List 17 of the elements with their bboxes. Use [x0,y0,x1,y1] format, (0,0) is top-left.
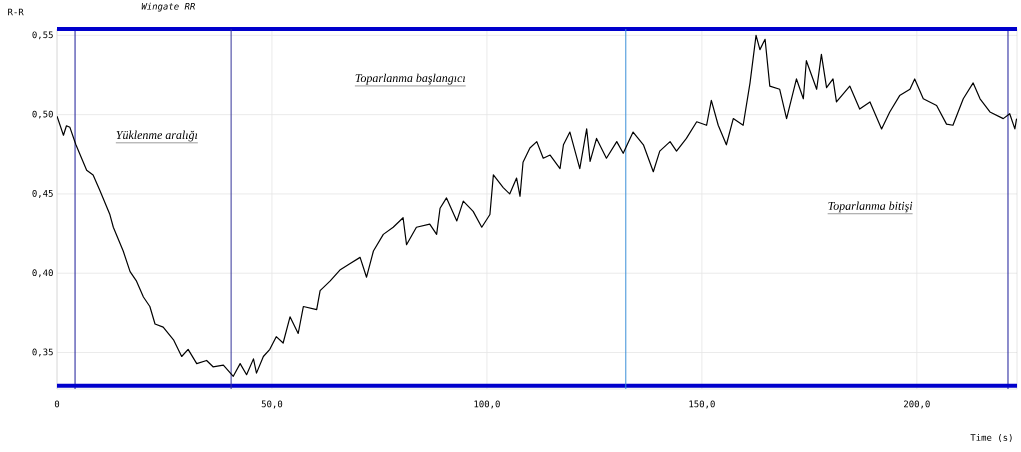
x-tick-label: 200,0 [904,400,930,409]
x-tick-label: 0 [54,400,60,408]
y-tick-label: 0,35 [32,348,53,357]
x-axis-title: Time (s) [970,434,1012,442]
x-tick-label: 50,0 [261,400,283,409]
y-tick-label: 0,50 [32,110,53,119]
y-tick-label: 0,40 [32,269,53,278]
y-tick-label: 0,55 [32,31,53,40]
line-series [57,34,1018,377]
y-axis-title: R-R [8,8,24,16]
x-tick-label: 150,0 [689,400,715,409]
x-tick-label: 100,0 [474,400,500,409]
annotation: Toparlanma bitişi [828,201,913,213]
y-tick-label: 0,45 [32,189,53,198]
annotation: Toparlanma başlangıcı [355,73,465,85]
annotation: Yüklenme aralığı [116,130,198,142]
chart-title: Wingate RR [141,2,195,12]
